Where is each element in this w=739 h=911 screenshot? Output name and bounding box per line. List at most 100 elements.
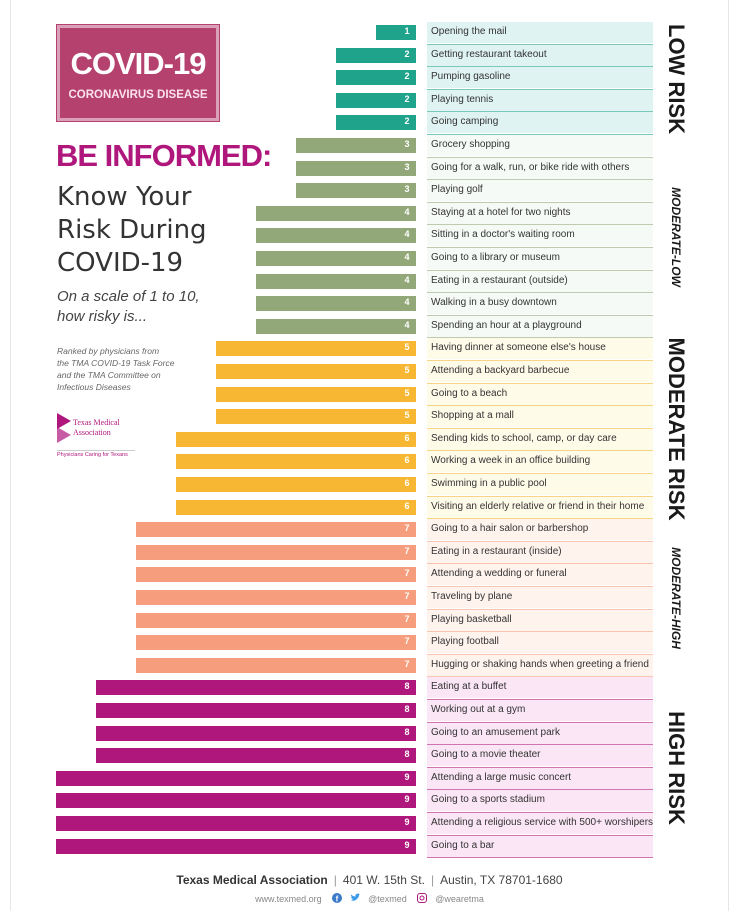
bar-value-label: 6 — [404, 455, 410, 466]
row-separator — [427, 156, 653, 158]
logo-subtitle: CORONAVIRUS DISEASE — [68, 89, 208, 101]
footer-website[interactable]: www.texmed.org — [255, 894, 322, 904]
chart-bar — [56, 770, 416, 786]
chart-bar — [216, 364, 416, 379]
row-separator — [427, 676, 653, 678]
row-separator — [427, 88, 653, 90]
chart-bar — [56, 816, 416, 831]
row-separator — [427, 292, 653, 294]
footer-address: Texas Medical Association | 401 W. 15th St… — [176, 873, 563, 887]
footer-social-2[interactable]: @wearetma — [435, 894, 484, 904]
chart-bar — [176, 499, 416, 515]
label-row-background — [427, 519, 653, 541]
scale-question: On a scale of 1 to 10, how risky is... — [57, 287, 237, 327]
label-row-background — [427, 44, 653, 66]
label-row-background — [427, 428, 653, 450]
ranked-line: Infectious Diseases — [57, 382, 131, 392]
bar-value-label: 9 — [404, 839, 410, 850]
row-separator — [427, 789, 653, 791]
activity-label: Swimming in a public pool — [431, 478, 547, 489]
row-separator — [427, 427, 653, 429]
label-row-background — [427, 564, 653, 586]
label-row-background — [427, 248, 653, 269]
label-row-background — [427, 745, 653, 767]
subhead-line: Risk During — [57, 215, 207, 245]
bar-value-label: 4 — [404, 229, 410, 240]
headline: BE INFORMED: — [56, 138, 272, 173]
activity-label: Eating in a restaurant (inside) — [431, 545, 562, 557]
row-separator — [427, 405, 653, 407]
ranked-by-note: Ranked by physicians from the TMA COVID-… — [57, 345, 207, 393]
chart-bar — [256, 205, 416, 221]
label-row-background — [427, 609, 653, 631]
activity-label: Shopping at a mall — [431, 410, 514, 422]
footer-org: Texas Medical Association — [176, 873, 328, 887]
chart-bar — [296, 160, 416, 176]
chart-bar — [376, 25, 416, 40]
activity-label: Going to a bar — [431, 839, 495, 851]
activity-label: Opening the mail — [431, 26, 507, 37]
bar-value-label: 2 — [404, 71, 410, 82]
activity-label: Playing basketball — [431, 613, 512, 625]
footer-social-1[interactable]: @texmed — [368, 894, 407, 904]
label-row-background — [427, 180, 653, 202]
label-row-background — [427, 315, 653, 337]
row-separator — [427, 111, 653, 113]
label-row-background — [427, 67, 653, 89]
chart-bar — [336, 70, 416, 86]
activity-label: Staying at a hotel for two nights — [431, 206, 571, 218]
row-separator — [427, 314, 653, 316]
chart-bar — [296, 138, 416, 153]
ranked-line: Ranked by physicians from — [57, 346, 160, 356]
tma-mark-icon — [57, 413, 71, 443]
chart-bar — [96, 725, 416, 741]
bar-value-label: 9 — [404, 817, 410, 827]
row-separator — [427, 653, 653, 655]
risk-band-label: HIGH RISK — [664, 710, 689, 825]
facebook-icon[interactable]: f — [332, 893, 343, 904]
instagram-icon[interactable] — [417, 893, 428, 904]
chart-bar — [136, 612, 416, 628]
row-separator — [427, 586, 653, 587]
row-separator — [427, 699, 653, 700]
label-row-background — [427, 383, 653, 405]
row-separator — [427, 631, 653, 633]
covid-logo: COVID-19 CORONAVIRUS DISEASE — [57, 25, 219, 121]
activity-label: Walking in a busy downtown — [431, 297, 557, 309]
footer-street: 401 W. 15th St. — [342, 873, 425, 887]
logo-title: COVID-19 — [70, 46, 207, 81]
bar-value-label: 4 — [404, 297, 410, 308]
chart-bar — [296, 183, 416, 199]
label-row-background — [427, 270, 653, 292]
chart-bar — [256, 273, 416, 289]
label-row-background — [427, 677, 653, 699]
footer-city: Austin, TX 78701-1680 — [440, 873, 563, 887]
chart-bar — [96, 748, 416, 764]
chart-bar — [136, 522, 416, 538]
question-line: how risky is... — [57, 308, 148, 325]
tma-name: Texas Medical Association — [73, 418, 120, 438]
chart-bar — [336, 115, 416, 131]
twitter-icon[interactable] — [350, 893, 361, 904]
chart-bar — [176, 454, 416, 470]
chart-bar — [136, 544, 416, 560]
label-row-background — [427, 813, 653, 834]
chart-bar — [336, 92, 416, 108]
label-row-background — [427, 451, 653, 473]
activity-label: Going to a sports stadium — [431, 794, 545, 806]
chart-bar — [96, 703, 416, 718]
activity-label: Getting restaurant takeout — [431, 48, 547, 60]
chart-bar — [256, 318, 416, 334]
row-separator — [427, 43, 653, 45]
row-separator — [427, 563, 653, 565]
risk-band-label: MODERATE RISK — [664, 337, 689, 521]
bar-value-label: 5 — [404, 342, 410, 353]
row-separator — [427, 179, 653, 181]
svg-text:f: f — [336, 894, 339, 903]
risk-band-label: MODERATE-HIGH — [669, 547, 683, 650]
tma-logo: Texas Medical Association Physicians Car… — [57, 413, 147, 459]
bar-value-label: 9 — [404, 771, 410, 782]
activity-label: Going to an amusement park — [431, 726, 560, 738]
chart-bar — [216, 341, 416, 357]
label-row-background — [427, 496, 653, 518]
